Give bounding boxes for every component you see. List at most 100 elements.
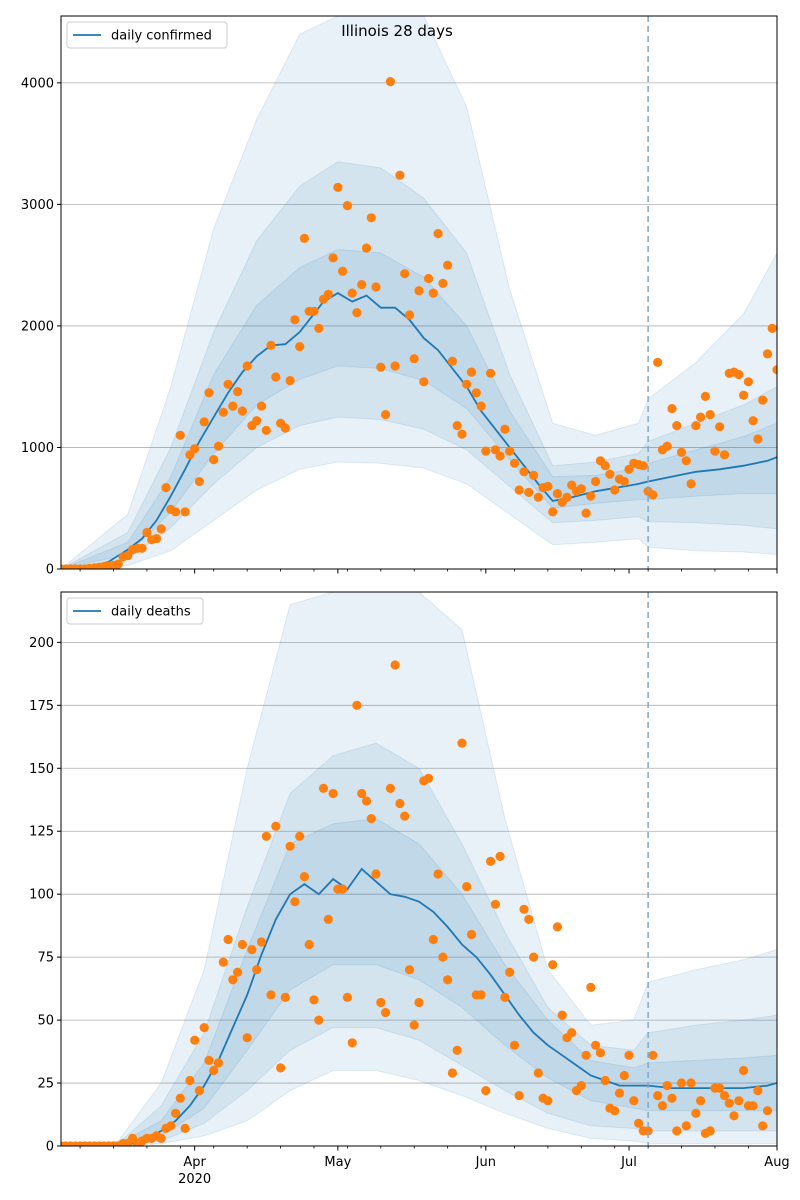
observed-point	[514, 1091, 524, 1101]
observed-point	[352, 700, 362, 710]
observed-point	[447, 1068, 457, 1078]
observed-point	[242, 1033, 252, 1043]
observed-point	[634, 1118, 644, 1128]
observed-point	[423, 773, 434, 783]
observed-point	[676, 447, 687, 457]
observed-point	[323, 914, 333, 925]
observed-point	[271, 821, 281, 831]
x-tick-label: Jun	[475, 1155, 496, 1170]
observed-point	[185, 1075, 195, 1086]
observed-point	[256, 401, 267, 411]
observed-point	[581, 1050, 591, 1060]
observed-point	[543, 1096, 553, 1106]
observed-point	[600, 461, 610, 471]
observed-point	[428, 934, 438, 945]
observed-point	[228, 975, 238, 985]
y-tick-label: 1000	[21, 441, 54, 456]
observed-point	[404, 310, 415, 320]
observed-point	[614, 1088, 625, 1098]
observed-point	[209, 455, 219, 465]
observed-point	[743, 377, 754, 387]
observed-point	[586, 491, 596, 501]
observed-point	[495, 451, 505, 461]
observed-point	[261, 831, 271, 841]
observed-point	[653, 357, 663, 367]
observed-point	[471, 388, 481, 398]
legend-label: daily confirmed	[111, 29, 212, 44]
observed-point	[519, 467, 529, 477]
observed-point	[481, 1086, 491, 1096]
observed-point	[142, 527, 152, 538]
observed-point	[462, 379, 472, 389]
observed-point	[462, 882, 472, 892]
observed-point	[285, 376, 295, 386]
observed-point	[591, 476, 601, 487]
observed-point	[762, 1106, 773, 1116]
observed-point	[113, 559, 123, 569]
observed-point	[247, 945, 257, 955]
confirmed-panel: 0 1000 2000 3000 4000 daily confirmed	[21, 15, 778, 578]
observed-point	[285, 841, 295, 851]
observed-point	[361, 243, 372, 253]
observed-point	[261, 425, 271, 435]
observed-point	[395, 798, 405, 809]
y-tick-label: 175	[29, 699, 54, 714]
observed-point	[295, 831, 305, 841]
observed-point	[557, 1010, 567, 1020]
observed-point	[638, 461, 648, 471]
observed-point	[276, 1063, 286, 1073]
legend: daily deaths	[66, 597, 204, 625]
observed-point	[366, 814, 376, 824]
observed-point	[772, 0, 781, 5]
observed-point	[691, 421, 701, 431]
observed-point	[328, 253, 338, 263]
observed-point	[753, 1086, 763, 1096]
observed-point	[266, 990, 276, 1000]
observed-point	[309, 306, 319, 316]
observed-point	[748, 1101, 758, 1111]
observed-point	[505, 967, 515, 977]
y-tick-label: 0	[46, 1140, 54, 1155]
observed-point	[662, 441, 672, 451]
observed-point	[524, 487, 534, 497]
plot-area	[61, 0, 781, 1146]
observed-point	[175, 430, 185, 440]
observed-point	[748, 416, 758, 426]
y-tick-label: 0	[46, 563, 54, 578]
observed-point	[552, 489, 563, 499]
observed-point	[280, 992, 290, 1003]
y-tick-label: 150	[29, 762, 54, 777]
observed-point	[433, 229, 443, 239]
observed-point	[719, 1091, 730, 1101]
observed-point	[280, 423, 290, 433]
deaths-panel: 0 25 50 75 100 125 150 175 200 Apr 2020 May Jun Jul Au…	[29, 0, 790, 1187]
model-line	[61, 867, 777, 1146]
observed-point	[443, 975, 453, 985]
observed-point	[529, 952, 539, 962]
legend-label: daily deaths	[111, 605, 191, 620]
observed-point	[357, 280, 367, 290]
observed-point	[428, 288, 438, 298]
observed-point	[476, 401, 486, 411]
observed-point	[739, 1065, 749, 1076]
observed-point	[390, 660, 400, 670]
observed-point	[681, 456, 691, 466]
observed-point	[715, 422, 725, 432]
observed-point	[318, 783, 329, 794]
observed-point	[486, 856, 496, 867]
y-tick-label: 125	[29, 825, 54, 840]
observed-point	[338, 884, 348, 894]
observed-point	[509, 458, 520, 468]
observed-point	[366, 213, 376, 223]
observed-point	[385, 77, 395, 87]
observed-point	[762, 349, 773, 359]
observed-point	[414, 286, 424, 296]
observed-point	[352, 308, 362, 318]
observed-point	[151, 534, 162, 544]
observed-point	[290, 315, 300, 325]
uncertainty-band-inner	[61, 818, 777, 1146]
observed-point	[705, 410, 715, 420]
observed-point	[624, 1050, 634, 1060]
observed-point	[610, 485, 620, 495]
observed-point	[242, 361, 252, 371]
